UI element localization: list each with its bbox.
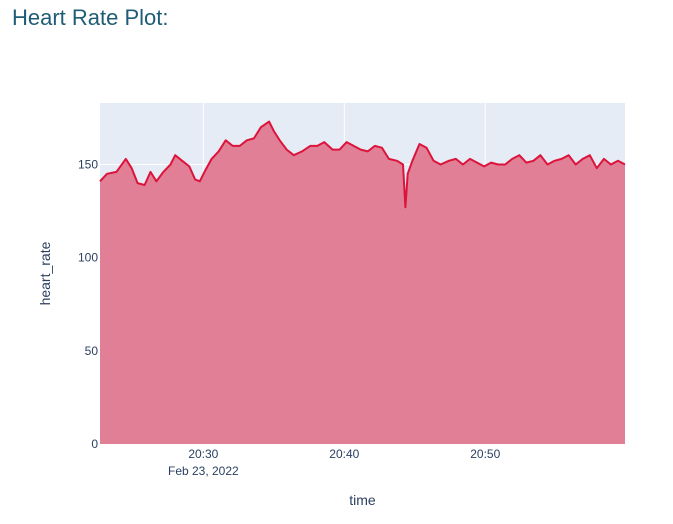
y-tick-label: 50	[85, 344, 99, 358]
y-axis-ticks: 0 50 100 150	[78, 157, 98, 451]
x-tick-label: 20:50	[470, 447, 500, 461]
x-axis-ticks: 20:30 20:40 20:50	[188, 447, 500, 461]
x-axis-title: time	[349, 492, 376, 508]
x-axis-date-label: Feb 23, 2022	[168, 464, 239, 478]
y-tick-label: 0	[91, 437, 98, 451]
heart-rate-area	[100, 121, 625, 444]
heart-rate-line	[99, 120, 626, 209]
y-tick-label: 100	[78, 251, 98, 265]
page-title: Heart Rate Plot:	[12, 5, 169, 30]
y-axis-title: heart_rate	[37, 241, 53, 305]
x-tick-label: 20:40	[329, 447, 359, 461]
y-tick-label: 150	[78, 157, 98, 171]
x-tick-label: 20:30	[188, 447, 218, 461]
